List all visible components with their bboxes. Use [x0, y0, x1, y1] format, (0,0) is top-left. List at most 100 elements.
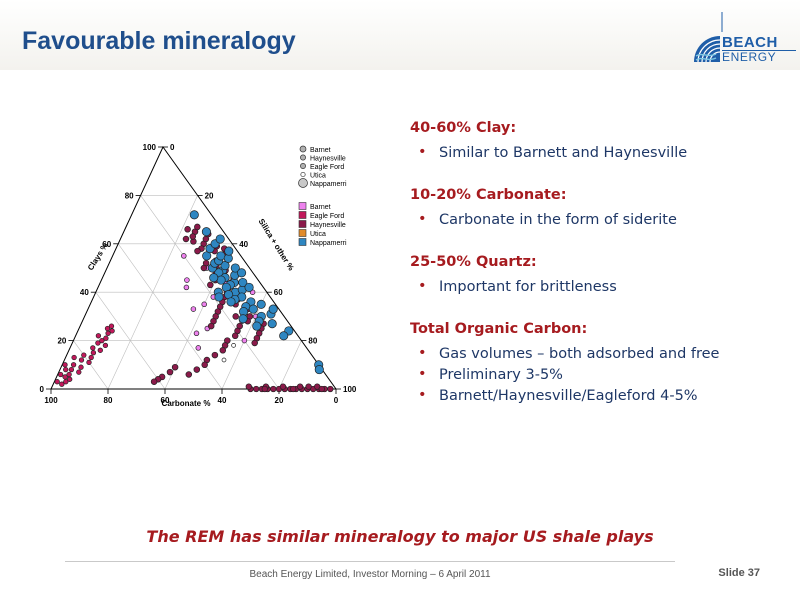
silica-tick-label: 20	[205, 191, 214, 200]
carbonate-tick-label: 100	[44, 396, 58, 405]
data-point	[71, 354, 77, 361]
carbonate-tick-label: 40	[218, 396, 227, 405]
legend-marker	[298, 211, 307, 219]
legend-marker	[298, 178, 308, 188]
data-point	[327, 385, 334, 393]
silica-tick-label: 40	[239, 240, 248, 249]
clay-tick-label: 100	[143, 143, 157, 152]
data-point	[238, 314, 248, 324]
data-point	[261, 385, 268, 393]
data-point	[318, 385, 325, 393]
data-point	[200, 264, 208, 272]
beach-energy-logo	[694, 12, 723, 63]
data-point	[267, 319, 277, 329]
carbonate-tick-label: 0	[334, 396, 339, 405]
bullet-item: • Carbonate in the form of siderite	[410, 211, 790, 228]
data-point	[182, 235, 190, 243]
footer-divider	[65, 561, 675, 562]
gridline	[278, 340, 302, 390]
header-band	[0, 0, 800, 70]
data-point	[207, 281, 214, 289]
data-point	[59, 381, 65, 387]
data-point	[166, 368, 174, 376]
data-point	[185, 371, 193, 378]
legend-label: Utica	[310, 173, 326, 180]
legend-marker	[298, 220, 307, 228]
data-point	[78, 364, 84, 370]
data-point	[201, 361, 208, 369]
data-point	[279, 331, 289, 341]
data-point	[253, 385, 260, 393]
section-heading: Total Organic Carbon:	[410, 321, 588, 337]
data-point	[99, 337, 105, 344]
clay-tick-label: 0	[40, 385, 45, 394]
data-point	[314, 365, 324, 375]
data-point	[189, 210, 199, 220]
data-point	[70, 362, 77, 368]
data-point	[189, 233, 197, 240]
carbonate-tick-label: 60	[161, 396, 170, 405]
data-point	[244, 282, 254, 292]
data-point	[171, 363, 179, 371]
data-point	[219, 347, 227, 354]
data-point	[109, 328, 115, 334]
bullet-item: • Similar to Barnett and Haynesville	[410, 144, 790, 161]
section-heading: 25-50% Quartz:	[410, 254, 537, 270]
bullet-text: Carbonate in the form of siderite	[439, 212, 677, 228]
bullet-text: Similar to Barnett and Haynesville	[439, 145, 688, 161]
data-point	[195, 345, 202, 351]
data-point	[88, 354, 94, 361]
data-point	[181, 253, 187, 259]
data-point	[238, 277, 248, 288]
bullet-list: 40-60% Clay: • Similar to Barnett and Hay…	[410, 120, 790, 430]
data-point	[237, 268, 247, 278]
legend-marker	[299, 145, 307, 153]
legend-label: Nappamerri	[310, 181, 347, 188]
logo-rule	[722, 50, 796, 51]
data-point	[62, 362, 68, 368]
carbonate-tick-label: 20	[275, 396, 284, 405]
silica-tick-label: 60	[274, 288, 283, 297]
data-point	[95, 340, 101, 346]
data-point	[67, 376, 73, 382]
bullet-section-clay: 40-60% Clay: • Similar to Barnett and Hay…	[410, 120, 790, 161]
bullet-dot-icon: •	[418, 345, 427, 361]
data-point	[268, 304, 278, 314]
bullet-dot-icon: •	[418, 211, 427, 227]
data-point	[241, 337, 248, 344]
data-point	[252, 321, 262, 331]
data-point	[68, 366, 75, 373]
data-point	[201, 301, 207, 308]
data-point	[296, 383, 304, 390]
silica-tick-label: 0	[170, 143, 175, 152]
legend-marker	[298, 238, 307, 246]
data-point	[184, 277, 190, 283]
clay-tick-label: 80	[125, 191, 134, 200]
bullet-dot-icon: •	[418, 278, 427, 294]
bullet-section-quartz: 25-50% Quartz: • Important for brittlenes…	[410, 254, 790, 295]
silica-tick-label: 80	[308, 337, 317, 346]
data-point	[215, 234, 225, 244]
data-point	[290, 385, 297, 393]
data-point	[248, 304, 258, 314]
section-heading: 10-20% Carbonate:	[410, 187, 567, 203]
bullet-item: • Important for brittleness	[410, 278, 790, 295]
data-point	[231, 343, 236, 348]
data-point	[224, 246, 234, 256]
bullet-dot-icon: •	[418, 366, 427, 382]
clay-tick-label: 60	[102, 240, 111, 249]
legend-label: Haynesville	[310, 156, 346, 163]
data-point	[76, 369, 82, 375]
data-point	[232, 313, 239, 320]
legend-marker	[300, 171, 306, 178]
data-point	[209, 273, 219, 283]
data-point	[108, 323, 115, 329]
silica-tick-label: 100	[343, 385, 357, 394]
data-point	[90, 345, 96, 351]
data-point	[193, 366, 201, 373]
data-point	[230, 263, 240, 273]
legend-marker	[298, 229, 307, 237]
data-point	[150, 378, 158, 385]
data-point	[62, 374, 68, 380]
page-title: Favourable mineralogy	[22, 27, 296, 55]
